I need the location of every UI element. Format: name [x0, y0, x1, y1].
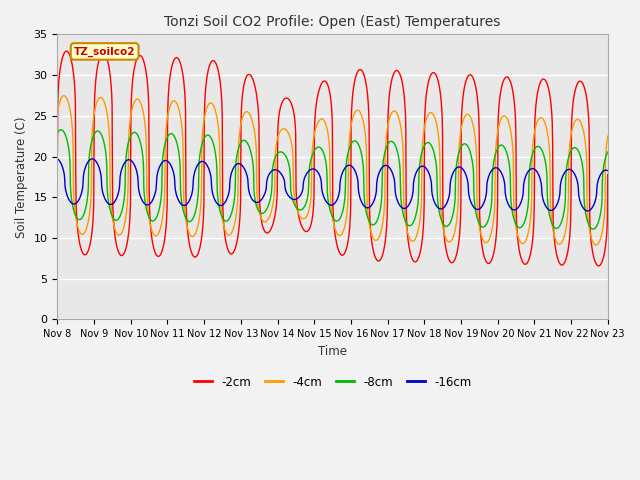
-2cm — [63, 48, 70, 54]
Title: Tonzi Soil CO2 Profile: Open (East) Temperatures: Tonzi Soil CO2 Profile: Open (East) Temp… — [164, 15, 500, 29]
-16cm — [584, 208, 591, 214]
-2cm — [54, 150, 61, 156]
-8cm — [490, 156, 498, 162]
Line: -16cm: -16cm — [58, 159, 608, 211]
-2cm — [177, 60, 184, 65]
Line: -4cm: -4cm — [58, 96, 608, 245]
-16cm — [163, 158, 170, 164]
Legend: -2cm, -4cm, -8cm, -16cm: -2cm, -4cm, -8cm, -16cm — [189, 371, 476, 393]
-2cm — [238, 100, 246, 106]
-4cm — [539, 116, 547, 121]
Text: TZ_soilco2: TZ_soilco2 — [74, 46, 136, 57]
-8cm — [604, 149, 612, 155]
-8cm — [589, 226, 597, 232]
-2cm — [604, 171, 612, 177]
-8cm — [539, 149, 547, 155]
-4cm — [490, 211, 498, 217]
Line: -2cm: -2cm — [58, 51, 608, 266]
-4cm — [592, 242, 600, 248]
-8cm — [57, 127, 65, 132]
Line: -8cm: -8cm — [58, 130, 608, 229]
-2cm — [539, 76, 547, 82]
-8cm — [163, 136, 171, 142]
-16cm — [418, 163, 426, 169]
-8cm — [177, 165, 184, 170]
-8cm — [54, 131, 61, 136]
X-axis label: Time: Time — [318, 345, 347, 358]
-16cm — [176, 200, 184, 205]
-2cm — [419, 237, 426, 242]
-4cm — [177, 112, 184, 118]
-4cm — [419, 145, 426, 151]
-16cm — [604, 168, 612, 174]
-4cm — [54, 110, 61, 116]
-8cm — [238, 139, 246, 144]
-2cm — [163, 212, 171, 218]
-16cm — [237, 162, 245, 168]
-4cm — [60, 93, 68, 98]
-4cm — [238, 117, 246, 123]
-16cm — [490, 166, 498, 171]
-4cm — [163, 119, 171, 125]
-16cm — [538, 193, 546, 199]
-2cm — [595, 263, 602, 269]
-16cm — [54, 156, 61, 162]
-8cm — [419, 148, 426, 154]
-4cm — [604, 133, 612, 139]
Y-axis label: Soil Temperature (C): Soil Temperature (C) — [15, 116, 28, 238]
-2cm — [490, 248, 498, 254]
